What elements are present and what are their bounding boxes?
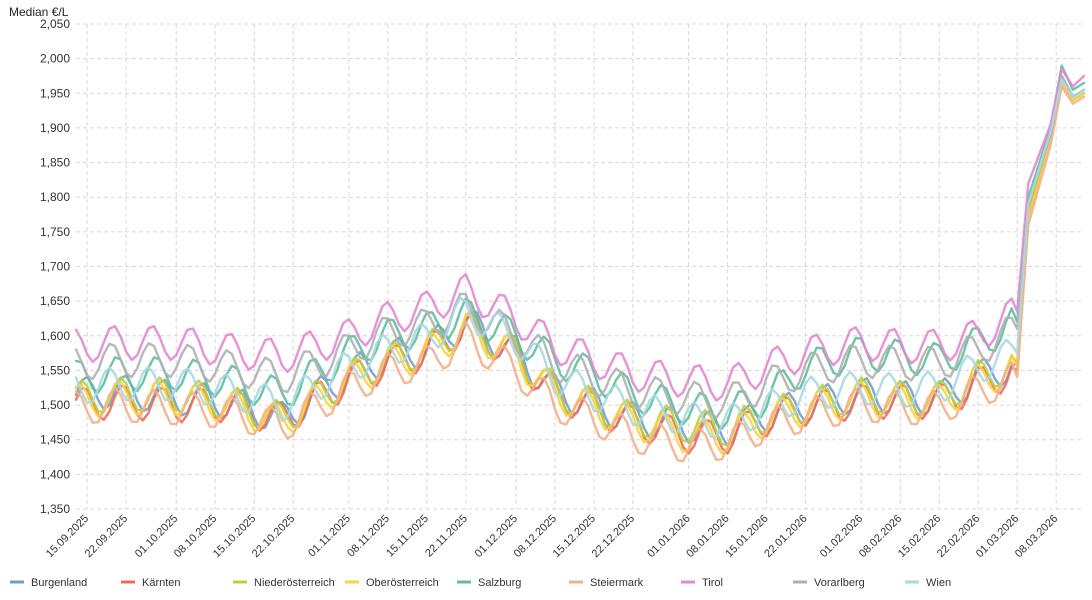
legend-label: Burgenland <box>31 577 87 589</box>
series-line <box>74 74 1086 419</box>
series <box>74 64 1086 463</box>
grid <box>76 23 1084 510</box>
legend-label: Wien <box>926 577 951 589</box>
y-tick-label: 1,350 <box>40 502 70 516</box>
legend-label: Steiermark <box>590 577 644 589</box>
y-tick-label: 1,800 <box>40 190 70 204</box>
legend-label: Vorarlberg <box>814 577 865 589</box>
y-tick-label: 1,600 <box>40 329 70 343</box>
series-line <box>74 81 1086 455</box>
series-line <box>74 78 1086 438</box>
y-tick-label: 1,450 <box>40 433 70 447</box>
legend-label: Tirol <box>702 577 723 589</box>
series-line <box>74 85 1086 463</box>
y-tick-label: 1,900 <box>40 121 70 135</box>
x-tick-label: 22.01.2026 <box>762 513 809 560</box>
y-tick-label: 1,500 <box>40 398 70 412</box>
y-tick-label: 1,750 <box>40 225 70 239</box>
y-axis-label: Median €/L <box>9 5 69 19</box>
legend-label: Salzburg <box>478 577 521 589</box>
y-tick-label: 1,950 <box>40 86 70 100</box>
x-tick-label: 22.12.2025 <box>590 513 637 560</box>
legend-label: Oberösterreich <box>366 577 439 589</box>
y-tick-label: 1,400 <box>40 467 70 481</box>
series-line <box>74 67 1086 402</box>
y-axis: 1,350 1,400 1,450 1,500 1,550 1,600 1,650 1,700… <box>40 17 70 516</box>
legend-label: Niederösterreich <box>254 577 335 589</box>
x-tick-label: 22.10.2025 <box>250 513 297 560</box>
legend: Burgenland Kärnten Niederösterreich Oberöst… <box>10 577 951 589</box>
y-tick-label: 1,700 <box>40 260 70 274</box>
x-tick-label: 08.03.2026 <box>1013 513 1060 560</box>
y-tick-label: 2,050 <box>40 17 70 31</box>
y-tick-label: 1,650 <box>40 294 70 308</box>
x-tick-label: 22.09.2025 <box>83 513 130 560</box>
x-tick-label: 22.11.2025 <box>423 513 470 560</box>
y-tick-label: 1,850 <box>40 156 70 170</box>
y-tick-label: 1,550 <box>40 363 70 377</box>
y-tick-label: 2,000 <box>40 52 70 66</box>
legend-label: Kärnten <box>142 577 181 589</box>
